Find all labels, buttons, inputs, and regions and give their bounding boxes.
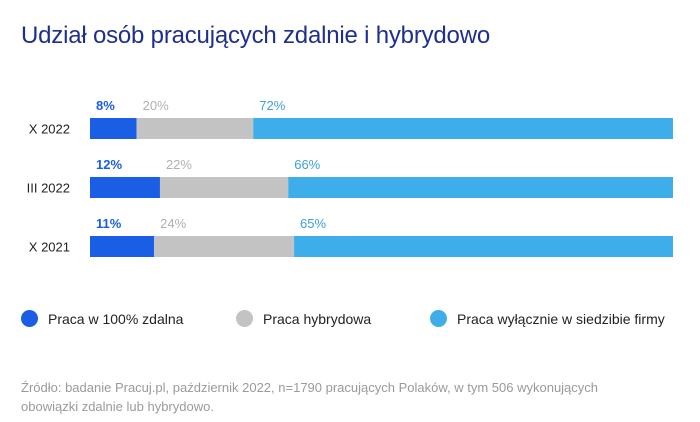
bar-segment-x-2021-series-2 <box>294 236 673 257</box>
legend-label-hybrid: Praca hybrydowa <box>263 310 372 327</box>
data-label-iii-2022-series-0: 12% <box>96 157 122 172</box>
data-label-x-2022-series-2: 72% <box>259 98 285 113</box>
chart-title: Udział osób pracujących zdalnie i hybryd… <box>21 22 490 49</box>
category-label-x-2022: X 2022 <box>29 122 70 137</box>
bar-segment-x-2022-series-0 <box>90 118 137 139</box>
bar-segment-x-2021-series-0 <box>90 236 155 257</box>
data-label-x-2021-series-0: 11% <box>96 216 122 231</box>
bar-segment-iii-2022-series-2 <box>288 177 673 198</box>
data-label-x-2022-series-1: 20% <box>143 98 169 113</box>
bar-segment-x-2022-series-1 <box>136 118 254 139</box>
bar-segment-x-2021-series-1 <box>154 236 295 257</box>
data-label-iii-2022-series-2: 66% <box>294 157 320 172</box>
category-label-x-2021: X 2021 <box>29 240 70 255</box>
legend: Praca w 100% zdalna Praca hybrydowa Prac… <box>0 310 700 336</box>
legend-swatch-hybrid <box>236 310 253 327</box>
bar-segment-iii-2022-series-0 <box>90 177 160 198</box>
legend-item-remote: Praca w 100% zdalna <box>21 310 183 327</box>
legend-item-office: Praca wyłącznie w siedzibie firmy <box>430 310 665 327</box>
data-label-x-2022-series-0: 8% <box>96 98 115 113</box>
stacked-bar-chart: X 2022 8% 20% 72% III 2022 12% 22% 66% X 2021 11%… <box>27 98 674 257</box>
legend-label-remote: Praca w 100% zdalna <box>48 310 184 327</box>
legend-swatch-remote <box>21 310 38 327</box>
legend-swatch-office <box>430 310 447 327</box>
source-note: Źródło: badanie Pracuj.pl, październik 2… <box>21 380 599 414</box>
legend-label-office: Praca wyłącznie w siedzibie firmy <box>457 310 665 327</box>
bar-segment-iii-2022-series-1 <box>159 177 289 198</box>
data-label-x-2021-series-2: 65% <box>300 216 326 231</box>
data-label-x-2021-series-1: 24% <box>160 216 186 231</box>
category-label-iii-2022: III 2022 <box>27 181 70 196</box>
bar-segment-x-2022-series-2 <box>253 118 674 139</box>
data-label-iii-2022-series-1: 22% <box>166 157 192 172</box>
legend-item-hybrid: Praca hybrydowa <box>236 310 371 327</box>
